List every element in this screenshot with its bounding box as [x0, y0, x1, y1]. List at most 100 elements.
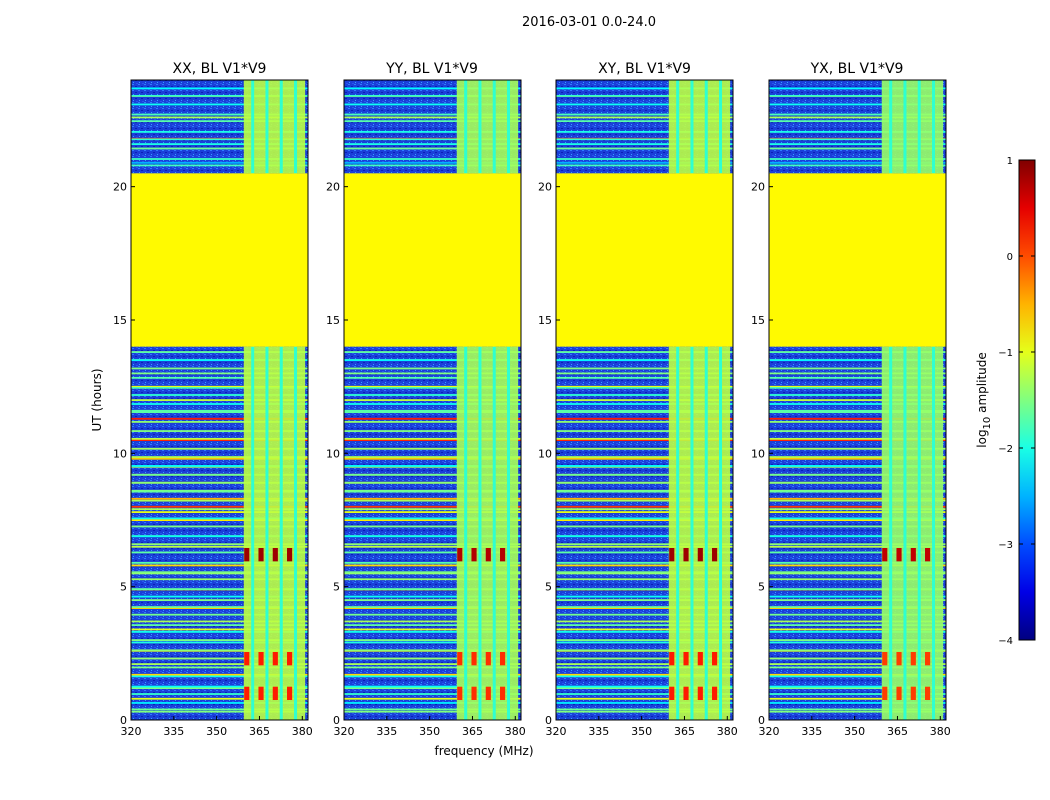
rfi-line — [344, 430, 521, 432]
axes-frame — [555, 79, 734, 721]
panel-title: XY, BL V1*V9 — [598, 61, 691, 77]
event-cell — [697, 652, 703, 666]
rfi-line — [556, 571, 733, 574]
rfi-line — [556, 505, 733, 508]
channel-gap — [903, 346, 907, 720]
channel-gap — [478, 80, 482, 174]
rfi-line — [131, 130, 308, 133]
rfi-line — [556, 490, 733, 493]
rfi-line — [344, 376, 521, 379]
rfi-line — [131, 543, 308, 546]
rfi-line — [131, 613, 308, 616]
rfi-line — [344, 508, 521, 511]
rfi-line — [769, 578, 946, 581]
rfi-line — [556, 421, 733, 423]
rfi-line — [769, 158, 946, 160]
x-tick-label: 350 — [206, 725, 227, 738]
channel-gap — [676, 80, 680, 174]
rfi-line — [131, 499, 308, 502]
rfi-line — [344, 663, 521, 665]
rfi-line — [556, 409, 733, 412]
x-tick-label: 320 — [546, 725, 567, 738]
rfi-line — [769, 439, 946, 441]
rfi-line — [131, 572, 308, 575]
rfi-line — [131, 437, 308, 440]
rfi-line — [131, 481, 308, 484]
rfi-line — [769, 505, 946, 508]
rfi-line — [344, 606, 521, 608]
rfi-line — [556, 702, 733, 704]
rfi-line — [556, 666, 733, 669]
rfi-line — [131, 628, 308, 631]
rfi-line — [131, 372, 308, 375]
rfi-line — [556, 430, 733, 432]
rfi-line — [344, 564, 521, 567]
rfi-line — [131, 631, 308, 633]
channel-gap — [478, 346, 482, 720]
event-cell — [697, 686, 703, 700]
axes-frame — [768, 79, 947, 721]
panel-xy: XY, BL V1*V9 320 335 350 365 380 0 5 10 15 20 — [538, 61, 738, 738]
rfi-line — [344, 147, 521, 150]
event-cell — [457, 686, 463, 700]
rfi-line — [769, 613, 946, 616]
rfi-line — [769, 525, 946, 528]
channel-gap — [690, 346, 694, 720]
x-tick-label: 380 — [930, 725, 951, 738]
channel-gap — [464, 346, 468, 720]
event-cell — [287, 652, 293, 666]
rfi-line — [131, 351, 308, 353]
rfi-line — [769, 673, 946, 676]
x-tick-label: 350 — [844, 725, 865, 738]
channel-gap — [251, 80, 255, 174]
y-tick-label: 5 — [120, 581, 127, 594]
rfi-line — [131, 525, 308, 528]
x-tick-label: 365 — [462, 725, 483, 738]
rfi-line — [556, 628, 733, 631]
rfi-line — [131, 666, 308, 669]
rfi-line — [769, 457, 946, 460]
y-tick-label: 5 — [545, 581, 552, 594]
panel-yx: YX, BL V1*V9 320 335 350 365 380 0 5 10 15 20 — [751, 61, 951, 738]
colorbar-tick-label: 1 — [1007, 156, 1013, 167]
rfi-line — [769, 519, 946, 521]
rfi-line — [769, 551, 946, 554]
channel-gap — [251, 346, 255, 720]
rfi-line — [344, 599, 521, 601]
y-tick-label: 20 — [113, 181, 127, 194]
rfi-line — [769, 631, 946, 633]
event-cell — [669, 548, 675, 562]
rfi-line — [131, 675, 308, 678]
rfi-line — [769, 666, 946, 669]
event-cell — [500, 686, 506, 700]
event-cell — [244, 686, 250, 700]
rfi-line — [769, 545, 946, 548]
channel-gap — [889, 80, 893, 174]
rfi-line — [769, 511, 946, 513]
panel-title: YY, BL V1*V9 — [385, 61, 478, 77]
rfi-line — [769, 481, 946, 484]
event-cell — [272, 686, 278, 700]
rfi-line — [131, 158, 308, 160]
rfi-line — [131, 663, 308, 665]
rfi-line — [769, 606, 946, 608]
rfi-line — [769, 417, 946, 420]
rfi-line — [131, 687, 308, 689]
rfi-line — [344, 517, 521, 520]
rfi-line — [131, 447, 308, 450]
rfi-line — [556, 561, 733, 564]
rfi-line — [556, 663, 733, 665]
rfi-line — [556, 697, 733, 700]
rfi-line — [131, 599, 308, 601]
event-cell — [272, 548, 278, 562]
colorbar-label: log10 amplitude — [975, 352, 993, 447]
rfi-line — [556, 95, 733, 97]
y-tick-label: 20 — [326, 181, 340, 194]
rfi-line — [769, 708, 946, 711]
channel-gap — [704, 80, 708, 174]
rfi-line — [556, 673, 733, 676]
x-tick-label: 365 — [249, 725, 270, 738]
rfi-line — [556, 481, 733, 484]
x-tick-label: 350 — [631, 725, 652, 738]
